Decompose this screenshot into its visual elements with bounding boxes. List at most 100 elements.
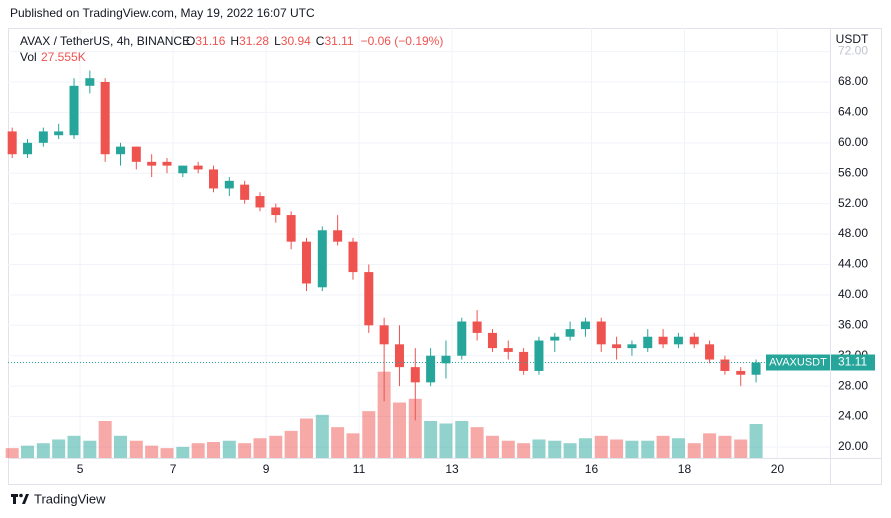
ohlc-value: 31.16 — [195, 34, 225, 48]
candle-body — [38, 131, 48, 143]
last-price-bg — [831, 354, 875, 371]
x-tick-label: 11 — [353, 462, 366, 476]
candle-body — [441, 355, 451, 364]
candle-body — [147, 161, 157, 166]
candle-body — [627, 344, 637, 349]
volume-bar — [377, 371, 391, 458]
volume-bar — [703, 433, 717, 458]
y-tick-label: 20.00 — [838, 439, 868, 453]
volume-bar — [222, 440, 236, 458]
candle-body — [643, 336, 653, 349]
y-tick-label: 60.00 — [838, 135, 868, 149]
candle-body — [193, 165, 203, 170]
volume-bar — [67, 435, 81, 458]
candle-body — [472, 321, 482, 333]
volume-bar — [160, 448, 174, 458]
volume-bar — [346, 433, 360, 458]
candle-body — [720, 359, 730, 371]
y-tick-label: 56.00 — [838, 165, 868, 179]
volume-bar — [299, 418, 313, 458]
candle-body — [736, 370, 746, 375]
candle-body — [209, 169, 218, 189]
ohlc-key: C — [316, 34, 325, 48]
volume-bar — [253, 438, 267, 458]
candle-body — [131, 146, 141, 162]
candle-body — [487, 332, 497, 349]
volume-bar — [145, 445, 159, 458]
candle-body — [317, 230, 327, 288]
volume-bar — [207, 441, 220, 458]
plot — [5, 28, 830, 458]
x-tick-label: 7 — [170, 462, 177, 476]
candle-body — [162, 161, 172, 166]
ohlc-value: 31.28 — [239, 34, 269, 48]
ohlc-legend: O 31.16 H 31.28 L 30.94 C 31.11 — [186, 34, 354, 48]
candle-body — [503, 348, 513, 352]
candle-body — [178, 165, 188, 174]
x-tick-label: 18 — [678, 462, 692, 476]
candle-body — [394, 344, 404, 368]
candle-body — [596, 321, 606, 345]
volume-bar — [734, 439, 748, 458]
candle-body — [689, 336, 699, 345]
symbol: AVAX / TetherUS, 4h, BINANCE — [20, 34, 190, 48]
x-tick-label: 9 — [263, 462, 270, 476]
candle-body — [69, 85, 79, 136]
volume-bar — [408, 398, 422, 458]
volume-bar — [424, 421, 438, 458]
volume-bar — [284, 430, 298, 458]
candle-body — [751, 362, 761, 375]
y-tick-label: 48.00 — [838, 226, 868, 240]
volume-bar — [485, 435, 499, 458]
candle-body — [673, 336, 683, 345]
last-name: AVAXUSDT — [769, 356, 827, 368]
candle-body — [705, 344, 715, 360]
candle-body — [286, 215, 296, 242]
candle-body — [612, 344, 622, 349]
volume-bar — [749, 424, 763, 458]
volume-bar — [36, 443, 50, 458]
candle-body — [426, 355, 436, 383]
candle-body — [364, 272, 374, 326]
candle-body — [580, 321, 590, 330]
ohlc-key: L — [274, 34, 281, 48]
candle-body — [116, 146, 126, 155]
y-tick-label: 52.00 — [838, 196, 868, 210]
y-tick-label: 40.00 — [838, 287, 868, 301]
volume-bar — [656, 435, 670, 458]
volume-bar — [176, 446, 190, 458]
candle-body — [224, 180, 234, 189]
change: −0.06 (−0.19%) — [361, 34, 444, 48]
candle-body — [85, 78, 95, 86]
y-tick-label: 44.00 — [838, 257, 868, 271]
volume-name: Vol — [20, 50, 37, 64]
ohlc-value: 31.11 — [324, 34, 353, 48]
chart-frame — [8, 28, 882, 485]
volume-bar — [98, 421, 112, 458]
volume-bar — [501, 440, 515, 458]
published-note: Published on TradingView.com, May 19, 20… — [10, 6, 315, 20]
x-tick-label: 20 — [771, 462, 785, 476]
volume-bar — [238, 443, 252, 458]
volume-bar — [21, 445, 35, 458]
currency-bg — [831, 29, 881, 51]
volume-bar — [718, 435, 732, 458]
volume-bar — [532, 439, 546, 458]
candle-body — [23, 142, 33, 155]
y-tick-label: 24.00 — [838, 409, 868, 423]
candle-body — [100, 81, 110, 155]
x-tick-label: 16 — [585, 462, 599, 476]
volume-bar — [455, 421, 469, 458]
last-price: 31.11 — [838, 355, 867, 369]
candle-body — [565, 329, 575, 337]
volume-bar — [331, 427, 345, 458]
candle-body — [7, 131, 17, 155]
x-tick-label: 13 — [445, 462, 459, 476]
candle-body — [255, 196, 265, 208]
y-tick-label: 68.00 — [838, 74, 868, 88]
volume-bar — [578, 438, 592, 458]
volume-bar — [687, 443, 701, 458]
volume-bar — [83, 440, 97, 458]
